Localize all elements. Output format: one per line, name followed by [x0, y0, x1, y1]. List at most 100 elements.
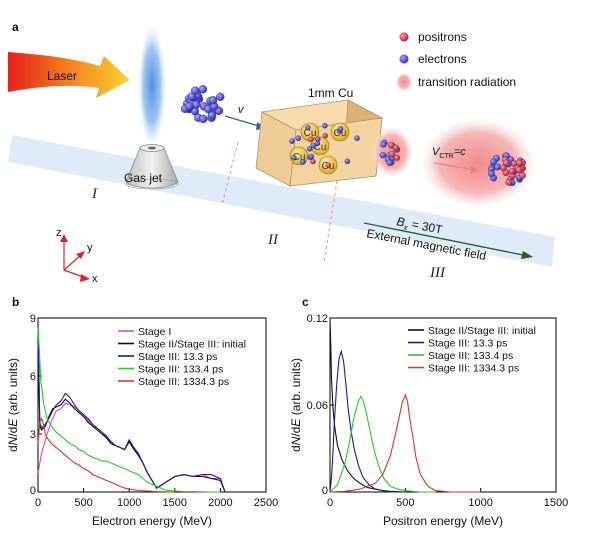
copper-atom-label: Cu [314, 142, 327, 153]
positron-particle [392, 144, 400, 151]
series-line-stage-iii-133-4-ps [37, 327, 221, 493]
field-symbol: B [395, 214, 406, 229]
series-line-stage-iii-1334-3-ps [37, 416, 175, 493]
electron-particle [198, 85, 208, 94]
axis-z-label: z [56, 227, 62, 239]
panel-b-ylabel-N: N [6, 436, 20, 445]
electron-particle [306, 146, 313, 152]
positron-particle [508, 167, 516, 175]
copper-thickness-label: 1mm Cu [308, 86, 353, 100]
positron-particle [388, 150, 396, 158]
electron-particle [315, 136, 321, 142]
panel-c-series [329, 317, 481, 493]
copper-atom-label: Cu [293, 152, 306, 163]
panel-b-label: b [12, 295, 19, 309]
transition-radiation-legend-icon [396, 73, 412, 91]
positron-particle [322, 132, 328, 139]
panel-b-ylabel-units: (arb. units) [6, 358, 20, 419]
electron-particle [310, 142, 317, 149]
positron-legend-icon [399, 32, 409, 42]
panel-b-xlabel: Electron energy (MeV) [92, 514, 212, 528]
velocity-label: v [238, 104, 245, 116]
electron-bunch [180, 85, 225, 124]
laser-arrow: Laser [8, 52, 130, 98]
panel-c-chart: c 0 500 1000 1500 0.06 0.12 0 Stage II/Stage I… [289, 295, 568, 528]
y-tick-label: 0.12 [307, 313, 328, 325]
positron-particle [310, 158, 316, 165]
electron-particle [291, 154, 297, 161]
series-line-stage-iii-1334-3-ps [329, 393, 481, 493]
electron-legend-icon [399, 54, 409, 64]
y-tick-label: 9 [30, 313, 36, 325]
electron-particle [300, 159, 306, 165]
legend-transition-radiation: transition radiation [418, 75, 516, 89]
legend-entry: Stage I [138, 326, 171, 338]
electron-particle [354, 135, 360, 141]
axis-x-label: x [92, 273, 98, 285]
x-tick-label: 1000 [468, 497, 492, 509]
electron-particle [488, 170, 495, 178]
y-tick-label: 0 [30, 485, 36, 497]
electron-particle [386, 159, 393, 166]
electron-particle [207, 111, 217, 120]
gas-jet-label: Gas jet [124, 171, 163, 185]
vctr-symbol: V [432, 146, 441, 158]
vctr-label: VCTR=c [432, 146, 466, 160]
electron-particle [216, 92, 225, 101]
y-tick-label: 6 [30, 371, 36, 383]
panel-b-ylabel: dN/dE (arb. units) [6, 358, 20, 452]
positron-particle [516, 159, 523, 167]
field-subscript: x [402, 222, 410, 232]
electron-particle [379, 151, 386, 159]
panel-b-ticks: 0 500 1000 1500 2000 2500 3 6 9 0 [30, 313, 278, 509]
legend-entry: Stage III: 13.3 ps [428, 338, 507, 350]
legend-entry: Stage II/Stage III: initial [428, 325, 536, 337]
positron-particle [515, 166, 523, 174]
gas-jet-plume [138, 24, 166, 148]
panel-c-ylabel: dN/dE (arb. units) [289, 358, 303, 452]
panel-c-ylabel-units: (arb. units) [289, 358, 303, 419]
electron-particle [289, 138, 295, 144]
magnetic-field-arrowhead [521, 251, 533, 259]
panel-a-label: a [12, 20, 19, 34]
positron-particle [503, 159, 510, 167]
y-tick-label: 0 [322, 485, 328, 497]
panel-b-series [37, 323, 226, 493]
series-line-stage-i [37, 402, 226, 493]
y-tick-label: 0.06 [307, 400, 328, 412]
gas-jet-nozzle [125, 144, 179, 190]
electron-particle [322, 122, 328, 129]
legend-entry: Stage III: 1334.3 ps [138, 376, 229, 388]
x-tick-label: 2500 [254, 497, 278, 509]
panel-a-schematic: a Laser Gas jet I II III v [8, 20, 555, 285]
transition-radiation-large [423, 120, 533, 206]
electron-particle [185, 102, 194, 111]
x-tick-label: 2000 [208, 497, 232, 509]
panel-c-ylabel-d1: d [289, 445, 303, 452]
panel-b-ylabel-E: E [6, 418, 20, 427]
positron-particle [325, 162, 332, 168]
ctr-particle-bunch [488, 152, 526, 187]
legend-entry: Stage II/Stage III: initial [138, 339, 246, 351]
stage-divider-2 [323, 174, 339, 263]
stage-label-3: III [429, 265, 446, 281]
panel-b-plot-frame [37, 317, 267, 493]
stage-divider-1 [221, 141, 239, 206]
vctr-arrow [433, 162, 477, 171]
laser-label: Laser [47, 69, 77, 83]
electron-particle [344, 158, 351, 165]
series-line-stage-iii-133-4-ps [329, 395, 436, 493]
positron-particle [505, 179, 513, 186]
electron-particle [199, 114, 208, 124]
field-equals: = 30T [407, 216, 444, 236]
vctr-equals: =c [454, 146, 466, 158]
panel-a-legend: positrons electrons transition radiation [396, 30, 516, 91]
legend-entry: Stage III: 13.3 ps [138, 351, 217, 363]
magnetic-field-value: Bx = 30T [395, 214, 444, 239]
electron-particle [208, 96, 218, 105]
x-tick-label: 1500 [163, 497, 187, 509]
